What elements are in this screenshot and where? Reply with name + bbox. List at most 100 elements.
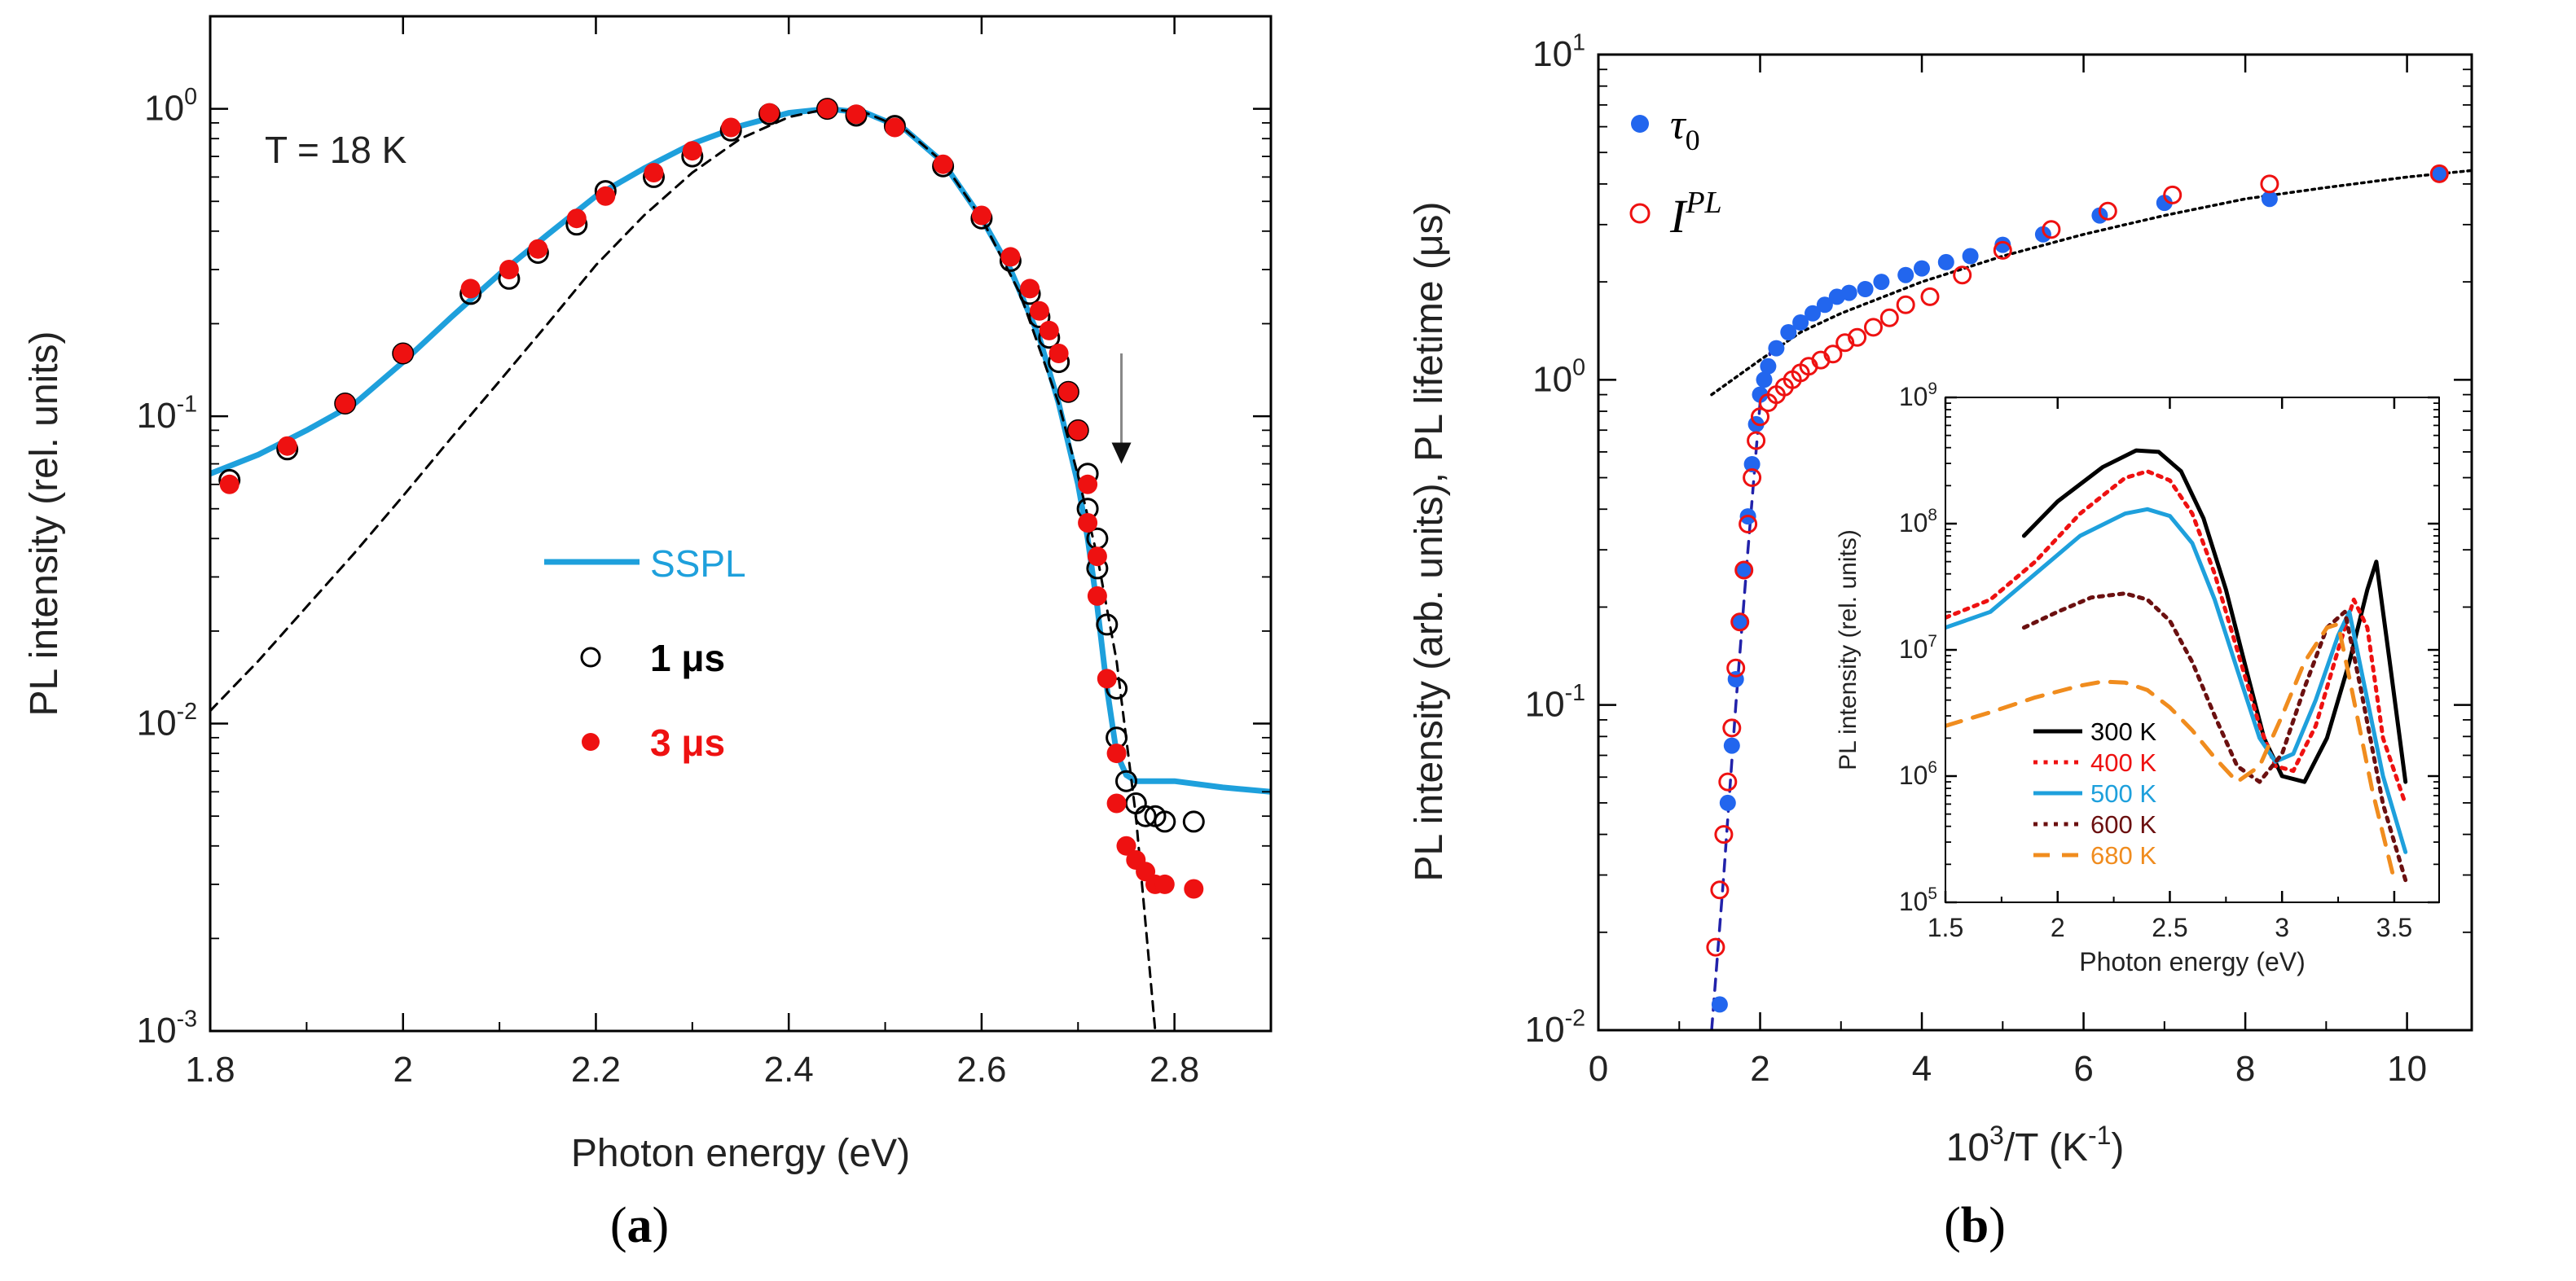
panel-b-xtick-label: 8 xyxy=(2235,1049,2255,1089)
panel-a-ytick-label: 10-1 xyxy=(137,391,197,436)
panel-a-chart: 1.8 2 2.2 2.4 2.6 2.8 100 10-1 10-2 10-3 T = 18 K… xyxy=(23,15,1273,1253)
panel-b-point--0 xyxy=(1857,281,1874,297)
panel-b-point-ipl xyxy=(2042,220,2061,239)
panel-a-point-3-s xyxy=(759,103,780,123)
panel-a-point-3-s xyxy=(460,279,481,299)
panel-b-point-ipl xyxy=(1879,308,1899,327)
panel-a-xtick-label: 1.8 xyxy=(185,1050,235,1090)
panel-b-point--0 xyxy=(1760,358,1777,375)
panel-b-point--0 xyxy=(1743,456,1761,472)
panel-b-legend: τ0 IPL xyxy=(1629,102,1722,243)
inset-xtick-label: 3.5 xyxy=(2376,913,2412,942)
inset-series-600-k xyxy=(2021,591,2408,883)
panel-b-point--0 xyxy=(1962,248,1979,265)
panel-a-point-1-s xyxy=(1115,770,1137,792)
panel-a-point-3-s xyxy=(1029,301,1049,321)
panel-b-point-ipl xyxy=(1747,431,1766,450)
panel-b-point-ipl xyxy=(1743,468,1762,487)
panel-b-xtick-label: 6 xyxy=(2073,1049,2093,1089)
panel-a-legend: SSPL 1 μs 3 μs xyxy=(544,542,746,764)
legend-1us-label: 1 μs xyxy=(650,637,725,679)
panel-a-point-3-s xyxy=(1078,474,1098,494)
panel-a-point-3-s xyxy=(1116,836,1136,856)
panel-b-point--0 xyxy=(1805,305,1821,322)
legend-3us-label: 3 μs xyxy=(650,722,725,764)
panel-a-point-3-s xyxy=(1106,744,1127,764)
panel-a-point-3-s xyxy=(335,393,355,414)
panel-a-point-3-s xyxy=(682,141,702,161)
panel-b-point--0 xyxy=(2261,191,2278,208)
panel-a-xtick-label: 2.2 xyxy=(571,1050,621,1090)
panel-a-point-3-s xyxy=(1039,320,1059,340)
panel-b-point--0 xyxy=(1711,996,1728,1013)
panel-a-point-1-s xyxy=(1096,613,1119,636)
panel-b-chart: 0 2 4 6 8 10 101 100 10-1 10-2 τ0 IPL 103/T (K-1)… xyxy=(1408,29,2473,1253)
panel-b-point--0 xyxy=(1792,314,1809,331)
panel-a-point-3-s xyxy=(1087,586,1107,606)
panel-a-point-3-s xyxy=(1078,513,1098,533)
panel-b-point--0 xyxy=(2156,195,2173,212)
legend-3us-marker xyxy=(582,733,600,751)
panel-a-point-3-s xyxy=(846,104,866,125)
panel-a-point-3-s xyxy=(1097,669,1117,689)
panel-b-point--0 xyxy=(1937,253,1954,270)
inset-legend-label: 500 K xyxy=(2090,779,2156,808)
panel-b-point-ipl xyxy=(1722,718,1742,738)
panel-b-point--0 xyxy=(1816,296,1833,314)
inset-xtick-label: 3 xyxy=(2275,913,2289,942)
panel-a-arrow xyxy=(1111,353,1132,464)
panel-b-xtick-label: 10 xyxy=(2387,1049,2427,1089)
panel-a-point-3-s xyxy=(1106,793,1127,814)
panel-a-ytick-label: 100 xyxy=(144,84,197,129)
inset-ytick-label: 109 xyxy=(1899,379,1937,411)
panel-a-point-3-s xyxy=(528,239,548,259)
panel-b-point-ipl xyxy=(1710,880,1730,900)
panel-b-point--0 xyxy=(1994,236,2011,253)
inset-xlabel: Photon energy (eV) xyxy=(2079,947,2306,976)
panel-b-point-ipl xyxy=(2260,174,2279,194)
inset-xtick-label: 1.5 xyxy=(1928,913,1963,942)
panel-b-label: (b) xyxy=(1944,1198,2006,1253)
panel-b-xtick-label: 2 xyxy=(1750,1049,1769,1089)
panel-b-point-ipl xyxy=(1718,772,1738,792)
inset-legend-label: 600 K xyxy=(2090,810,2156,839)
panel-b-point--0 xyxy=(1768,340,1785,357)
panel-a-point-3-s xyxy=(1058,382,1079,402)
panel-a-xtick-label: 2.8 xyxy=(1150,1050,1199,1090)
panel-a-point-3-s xyxy=(1154,874,1175,894)
inset-series-500-k xyxy=(1945,507,2408,854)
panel-b-point-ipl xyxy=(1706,937,1725,957)
panel-b-point--0 xyxy=(1735,562,1752,578)
panel-b-point-ipl xyxy=(1896,295,1915,314)
panel-b-point--0 xyxy=(1752,386,1769,403)
panel-a-point-3-s xyxy=(721,117,741,138)
inset-xtick-label: 2.5 xyxy=(2152,913,2187,942)
panel-a-point-3-s xyxy=(1048,344,1069,363)
inset-xtick-label: 2 xyxy=(2051,913,2065,942)
panel-b-point-ipl xyxy=(2098,201,2117,221)
panel-a-point-3-s xyxy=(885,117,905,138)
panel-b-point-ipl xyxy=(1739,515,1758,533)
panel-b-xtick-label: 0 xyxy=(1589,1049,1608,1089)
panel-a-ytick-label: 10-3 xyxy=(137,1006,197,1051)
panel-a-label: (a) xyxy=(610,1198,669,1253)
panel-b-point-ipl xyxy=(1993,240,2012,260)
panel-a-ytick-label: 10-2 xyxy=(137,699,197,744)
panel-b-point--0 xyxy=(2034,226,2051,243)
inset-ytick-label: 105 xyxy=(1899,884,1937,916)
panel-b-point--0 xyxy=(1780,324,1797,340)
panel-a-xtick-label: 2 xyxy=(393,1050,412,1090)
legend-ipl-marker xyxy=(1629,203,1651,224)
panel-b-point-ipl xyxy=(1953,265,1972,285)
panel-a-point-3-s xyxy=(566,208,587,229)
panel-a-annotation: T = 18 K xyxy=(265,129,407,171)
panel-a-xtick-label: 2.6 xyxy=(956,1050,1006,1090)
panel-b-point--0 xyxy=(1873,274,1890,291)
inset-ylabel: PL intensity (rel. units) xyxy=(1835,529,1862,770)
panel-a-point-3-s xyxy=(933,154,953,174)
panel-a-point-3-s xyxy=(971,205,991,226)
panel-b-point--0 xyxy=(1723,737,1740,754)
legend-sspl-label: SSPL xyxy=(650,542,746,585)
